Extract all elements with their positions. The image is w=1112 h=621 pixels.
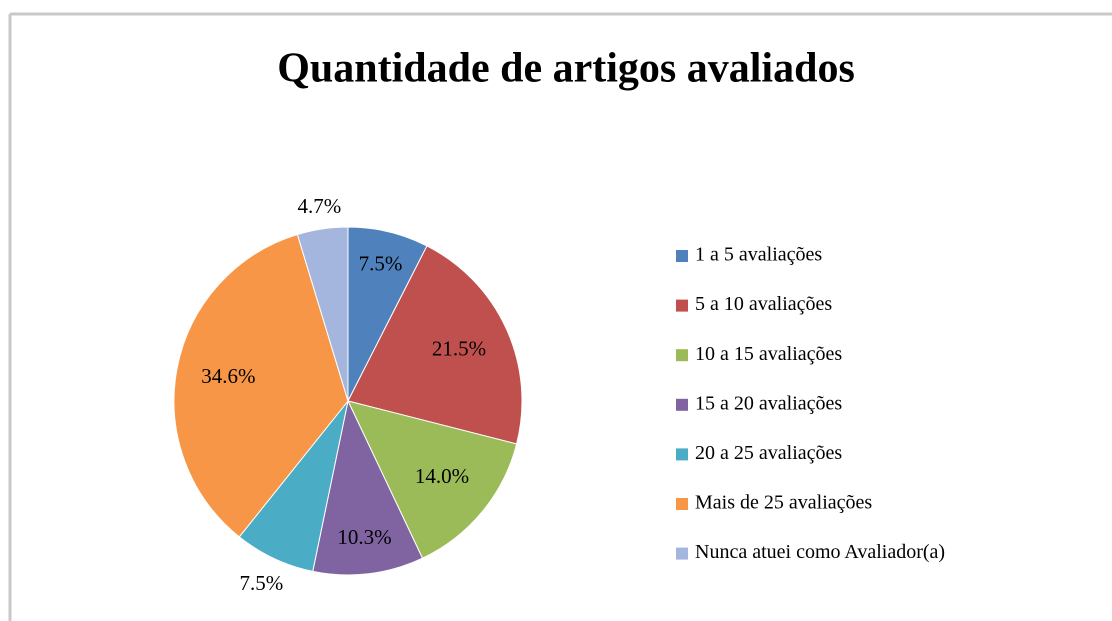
legend-label: 1 a 5 avaliações bbox=[695, 244, 822, 266]
pie-slice bbox=[347, 245, 523, 445]
legend-swatch bbox=[676, 250, 688, 262]
data-label: 7.5% bbox=[240, 571, 284, 595]
legend-label: 10 a 15 avaliações bbox=[695, 343, 842, 365]
legend-swatch bbox=[676, 448, 688, 461]
chart-title: Quantidade de artigos avaliados bbox=[277, 46, 855, 92]
pie-slice bbox=[312, 399, 424, 576]
data-label: 34.6% bbox=[201, 364, 255, 388]
pie-slice bbox=[296, 226, 349, 402]
legend-label: Nunca atuei como Avaliador(a) bbox=[695, 541, 945, 563]
data-label: 21.5% bbox=[432, 337, 486, 361]
data-label: 7.5% bbox=[359, 251, 403, 275]
data-label: 10.3% bbox=[337, 525, 391, 549]
legend-label: Mais de 25 avaliações bbox=[695, 492, 872, 514]
pie-slice bbox=[173, 233, 349, 538]
pie-slice bbox=[347, 400, 518, 559]
legend-swatch bbox=[676, 299, 688, 312]
legend-swatch bbox=[676, 398, 688, 411]
legend-label: 5 a 10 avaliações bbox=[695, 293, 832, 315]
data-label: 4.7% bbox=[297, 194, 341, 218]
legend-swatch bbox=[676, 498, 688, 510]
legend-label: 20 a 25 avaliações bbox=[695, 442, 842, 464]
legend-swatch bbox=[676, 349, 688, 362]
data-label: 14.0% bbox=[415, 464, 469, 488]
legend-label: 15 a 20 avaliações bbox=[695, 392, 842, 414]
legend-swatch bbox=[676, 547, 688, 560]
